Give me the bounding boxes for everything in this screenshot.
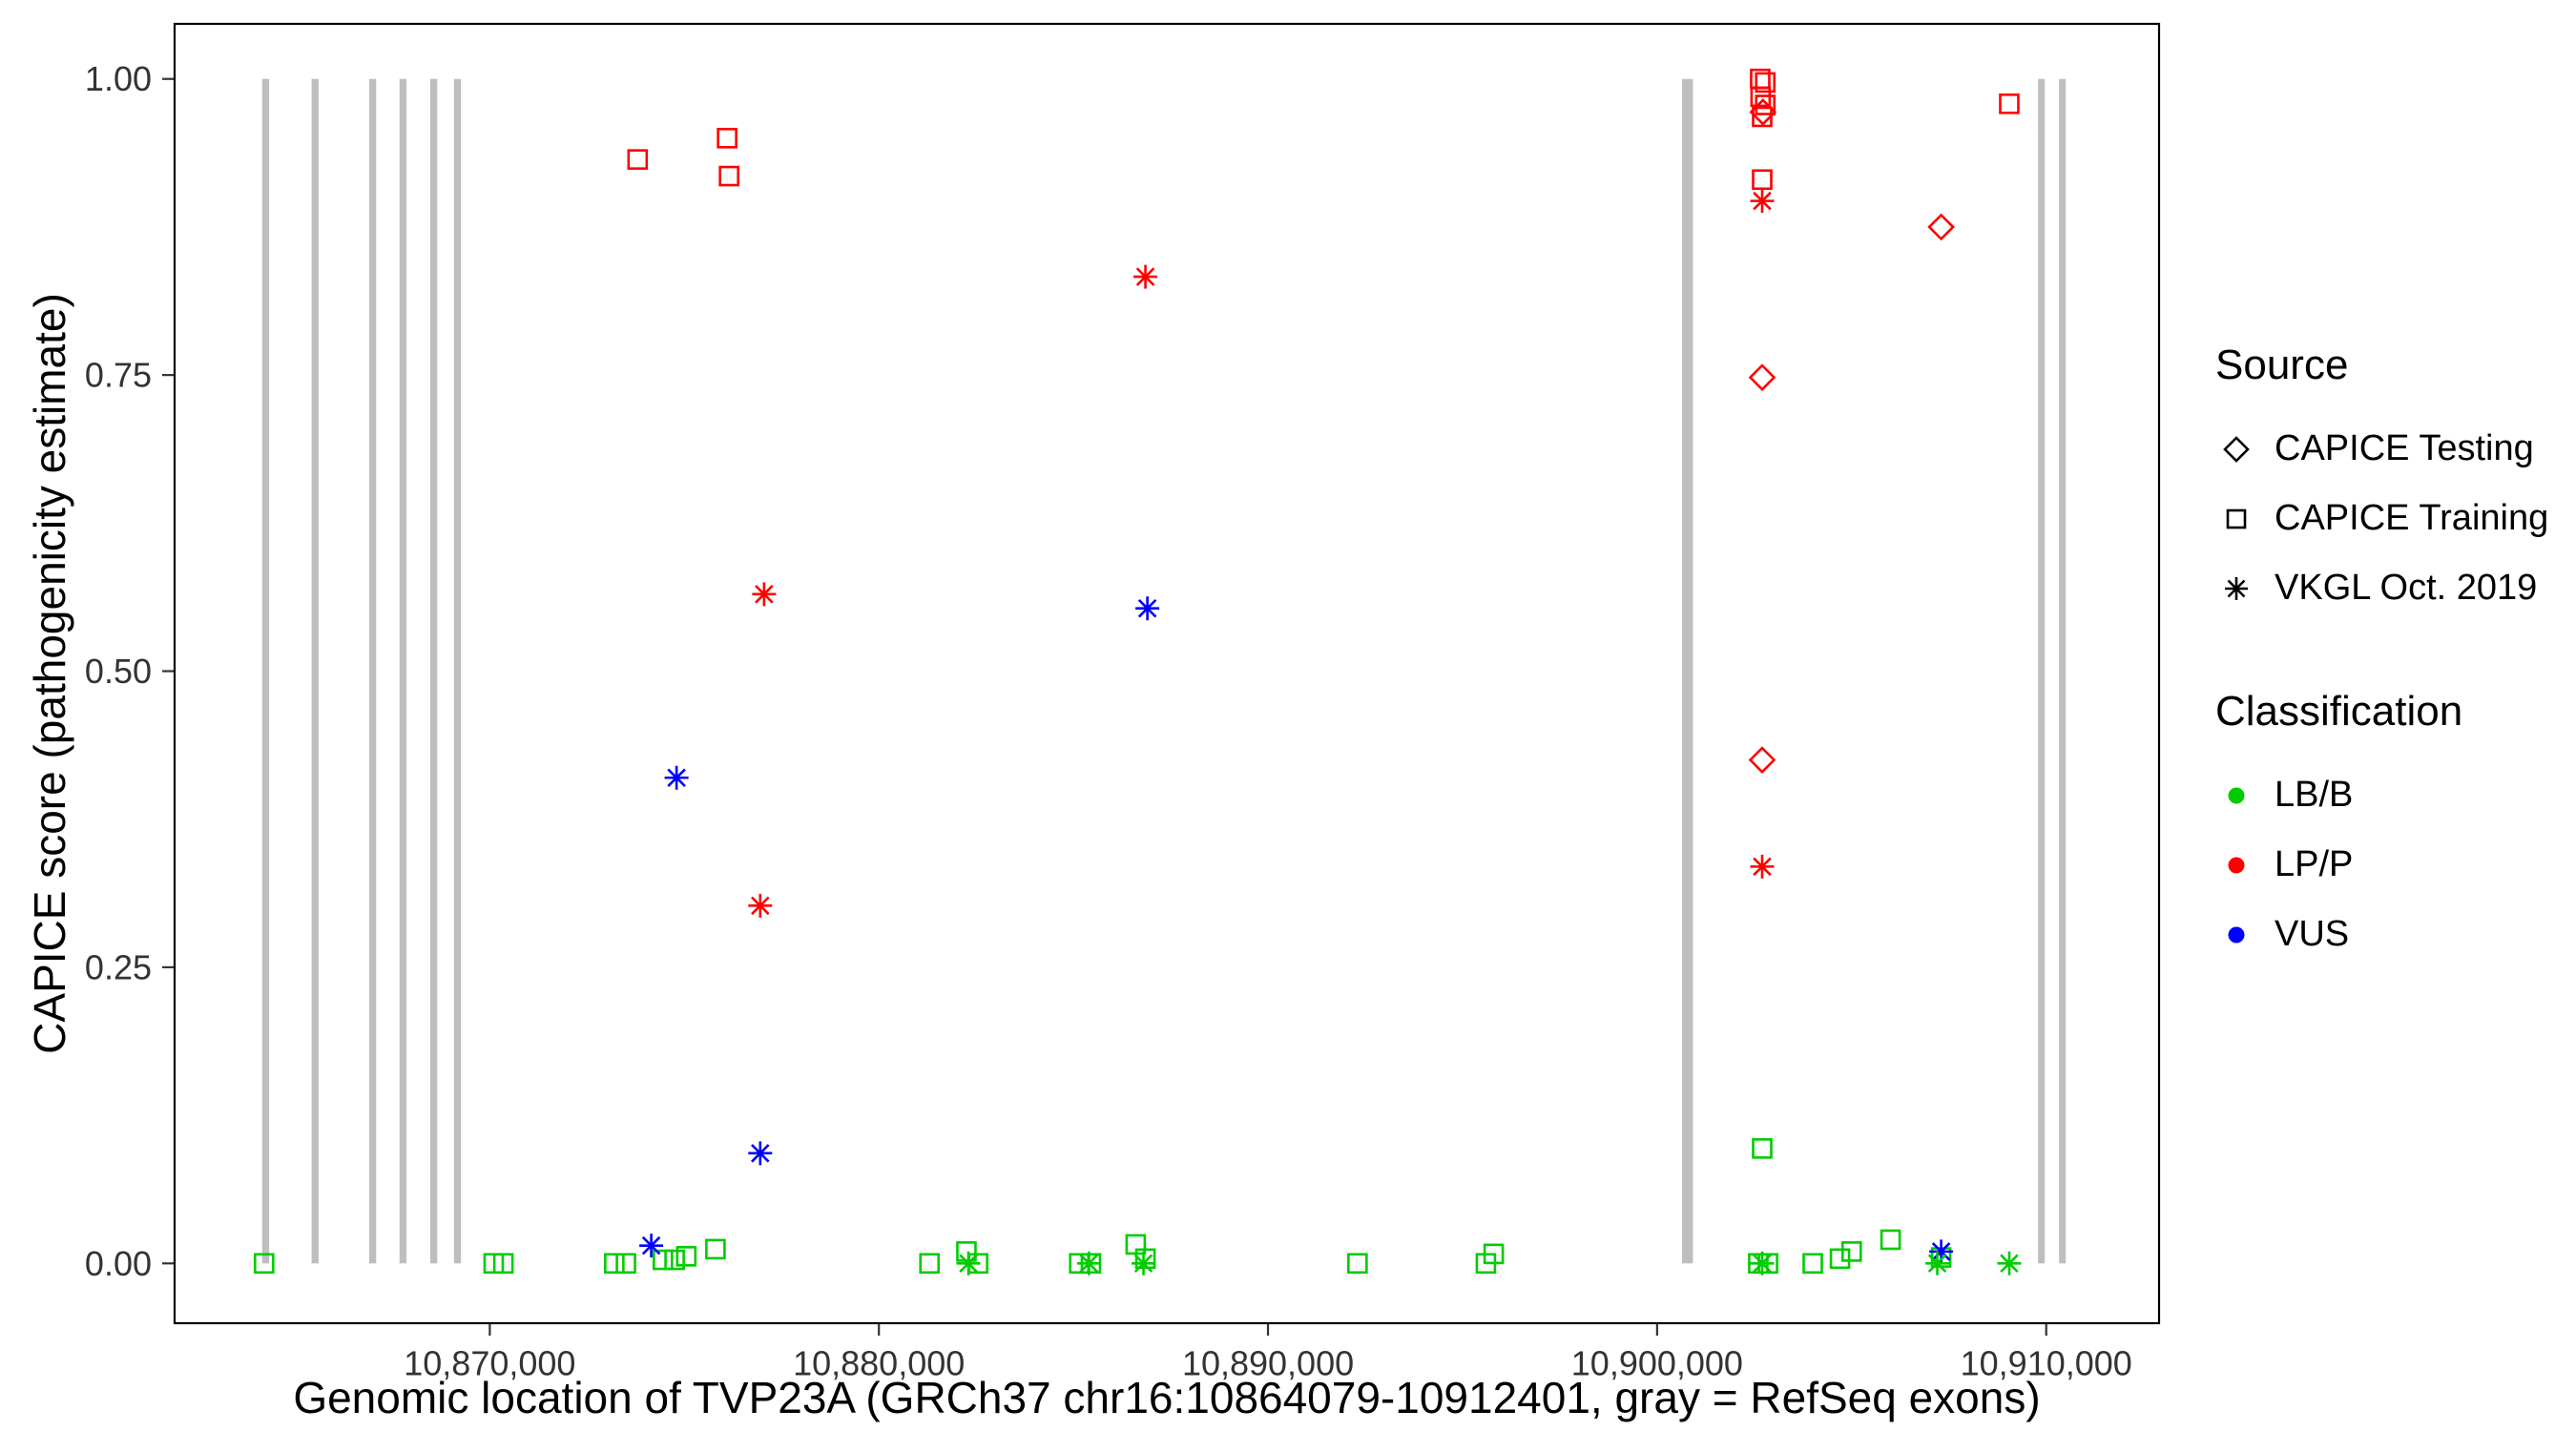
series-vkgl-oct-2019-vus [639, 596, 1954, 1264]
refseq-exon-bar [399, 78, 407, 1264]
square-data-point [1999, 93, 2020, 114]
square-data-point [718, 165, 739, 187]
series-vkgl-oct-2019-lp-p [748, 189, 1775, 918]
square-data-point [604, 1253, 625, 1275]
legend: Source CAPICE Testing CAPICE Training VKGL… [2215, 342, 2548, 969]
dot-icon [2228, 787, 2245, 803]
refseq-exon-bar [2059, 78, 2067, 1264]
square-data-point [1752, 1138, 1773, 1159]
x-tick-label: 10,880,000 [793, 1343, 965, 1382]
legend-item-lp-p: LP/P [2215, 830, 2548, 900]
legend-item-label: LB/B [2275, 775, 2354, 815]
series-vkgl-oct-2019-lb-b [956, 1251, 2022, 1275]
square-data-point [1841, 1241, 1862, 1262]
diamond-data-point [1748, 363, 1776, 391]
y-tick-label: 0.25 [85, 947, 152, 986]
asterisk-data-point [1750, 854, 1775, 879]
y-axis-title: CAPICE score (pathogenicity estimate) [25, 293, 74, 1054]
series-capice-testing-lp-p [1748, 98, 1955, 774]
asterisk-data-point [752, 582, 777, 607]
asterisk-icon [2225, 576, 2248, 600]
refseq-exon-bar [2038, 78, 2046, 1264]
legend-item-vkgl-oct-2019: VKGL Oct. 2019 [2215, 553, 2548, 623]
square-data-point [1347, 1253, 1368, 1275]
refseq-exon-bar [429, 78, 438, 1264]
legend-section-classification: Classification LB/B LP/P VUS [2215, 688, 2548, 969]
refseq-exon-bar [453, 78, 462, 1264]
x-tick-label: 10,870,000 [404, 1343, 575, 1382]
legend-item-label: VUS [2275, 914, 2350, 954]
asterisk-data-point [1132, 1251, 1156, 1275]
square-icon [2226, 508, 2247, 529]
diamond-data-point [1927, 213, 1955, 241]
series-capice-training-lb-b [254, 1138, 1952, 1275]
legend-item-label: LP/P [2275, 844, 2354, 884]
square-data-point [1755, 72, 1776, 93]
y-tick-label: 0.50 [85, 652, 152, 691]
source-legend-title: Source [2215, 342, 2349, 388]
asterisk-data-point [1925, 1251, 1950, 1275]
diamond-data-point [1749, 98, 1777, 126]
x-tick-label: 10,890,000 [1182, 1343, 1354, 1382]
diamond-icon [2223, 435, 2250, 463]
square-data-point [1134, 1248, 1156, 1270]
asterisk-data-point [1997, 1251, 2022, 1275]
square-data-point [919, 1253, 941, 1275]
square-data-point [1752, 169, 1773, 191]
legend-item-capice-training: CAPICE Training [2215, 484, 2548, 553]
asterisk-data-point [1929, 1239, 1954, 1264]
x-axis-title: Genomic location of TVP23A (GRCh37 chr16… [293, 1373, 2041, 1422]
legend-item-capice-testing: CAPICE Testing [2215, 414, 2548, 484]
square-data-point [664, 1249, 685, 1271]
x-tick-label: 10,910,000 [1961, 1343, 2132, 1382]
asterisk-data-point [664, 765, 689, 790]
dot-icon [2228, 857, 2245, 873]
panel-border [173, 22, 2161, 1325]
square-data-point [653, 1249, 674, 1271]
square-data-point [1880, 1229, 1901, 1251]
asterisk-data-point [748, 893, 773, 918]
asterisk-data-point [1750, 189, 1775, 214]
legend-section-source: Source CAPICE Testing CAPICE Training VKGL… [2215, 342, 2548, 623]
series-capice-training-lp-p [627, 68, 2020, 191]
square-data-point [1755, 94, 1776, 115]
dot-icon [2228, 926, 2245, 943]
square-data-point [615, 1253, 636, 1275]
asterisk-data-point [1750, 1251, 1775, 1275]
asterisk-data-point [748, 1141, 773, 1166]
classification-legend-title: Classification [2215, 688, 2463, 735]
square-data-point [1802, 1253, 1823, 1275]
legend-item-lb-b: LB/B [2215, 760, 2548, 830]
diamond-data-point [1748, 746, 1776, 774]
legend-item-label: CAPICE Testing [2275, 428, 2534, 468]
refseq-exon-bar [311, 78, 319, 1264]
asterisk-data-point [1076, 1251, 1101, 1275]
legend-item-vus: VUS [2215, 900, 2548, 969]
square-data-point [705, 1238, 726, 1260]
exon-bars [261, 78, 2067, 1264]
square-data-point [254, 1253, 275, 1275]
y-tick-label: 0.75 [85, 356, 152, 395]
refseq-exon-bar [368, 78, 377, 1264]
square-data-point [717, 128, 737, 149]
asterisk-data-point [639, 1234, 664, 1258]
refseq-exon-bar [1681, 78, 1693, 1264]
square-data-point [627, 149, 649, 170]
asterisk-data-point [1133, 264, 1158, 289]
y-tick-label: 0.00 [85, 1244, 152, 1283]
square-data-point [1483, 1243, 1505, 1265]
square-data-point [1829, 1248, 1851, 1270]
legend-item-label: VKGL Oct. 2019 [2275, 568, 2538, 608]
asterisk-data-point [1135, 596, 1160, 621]
square-data-point [675, 1246, 697, 1267]
asterisk-data-point [956, 1251, 981, 1275]
y-tick-label: 1.00 [85, 59, 152, 98]
x-tick-label: 10,900,000 [1571, 1343, 1743, 1382]
refseq-exon-bar [261, 78, 270, 1264]
square-data-point [492, 1253, 514, 1275]
legend-item-label: CAPICE Training [2275, 498, 2549, 538]
